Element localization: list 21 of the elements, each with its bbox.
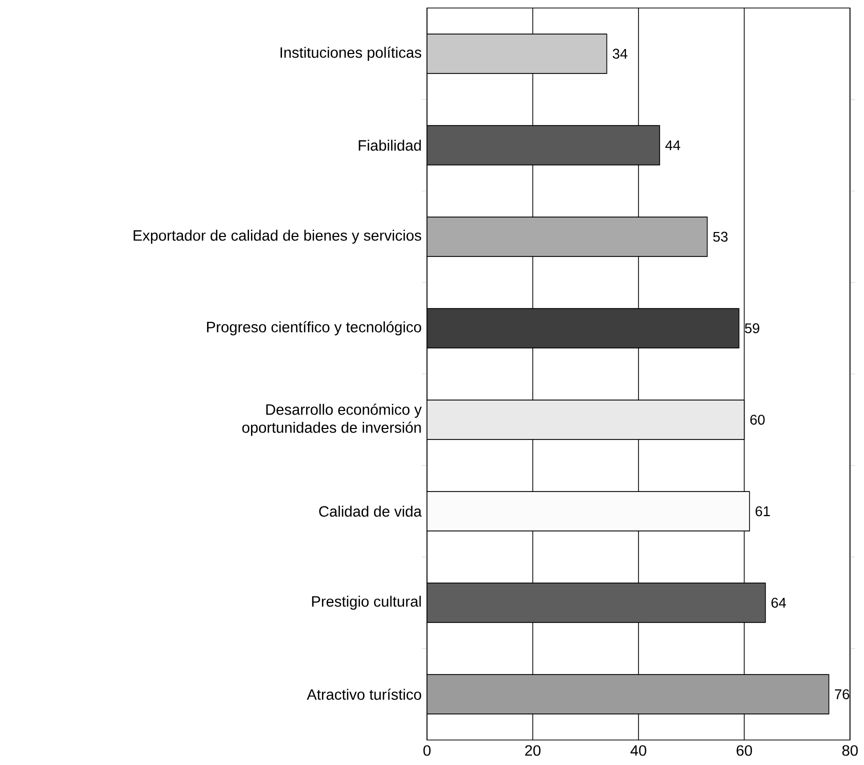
- y-tick-label: Prestigio cultural: [312, 596, 421, 610]
- y-tick-label: Exportador de calidad de bienes y servicios: [134, 230, 422, 244]
- y-tick-label: Desarrollo económico y oportunidades de inversión: [242, 404, 422, 436]
- x-tick-label: 0: [423, 745, 431, 756]
- x-tick-label: 80: [842, 745, 858, 756]
- x-tick-label: 40: [630, 745, 646, 756]
- x-tick-label: 20: [525, 745, 540, 756]
- x-tick-label: 60: [736, 745, 752, 756]
- y-tick-label: Fiabilidad: [358, 140, 421, 151]
- data-label: 59: [744, 323, 760, 334]
- data-label: 44: [665, 140, 680, 150]
- y-tick-label: Progreso científico y tecnológico: [207, 321, 422, 336]
- y-tick-label: Atractivo turístico: [306, 688, 422, 700]
- data-label: 64: [772, 598, 786, 608]
- data-label: 61: [756, 506, 770, 516]
- data-label: 53: [713, 232, 728, 242]
- data-label: 34: [612, 48, 628, 59]
- data-label: 76: [834, 689, 850, 700]
- y-tick-label: Calidad de vida: [319, 506, 422, 517]
- y-tick-label: Instituciones políticas: [280, 46, 422, 61]
- data-label: 60: [750, 414, 765, 425]
